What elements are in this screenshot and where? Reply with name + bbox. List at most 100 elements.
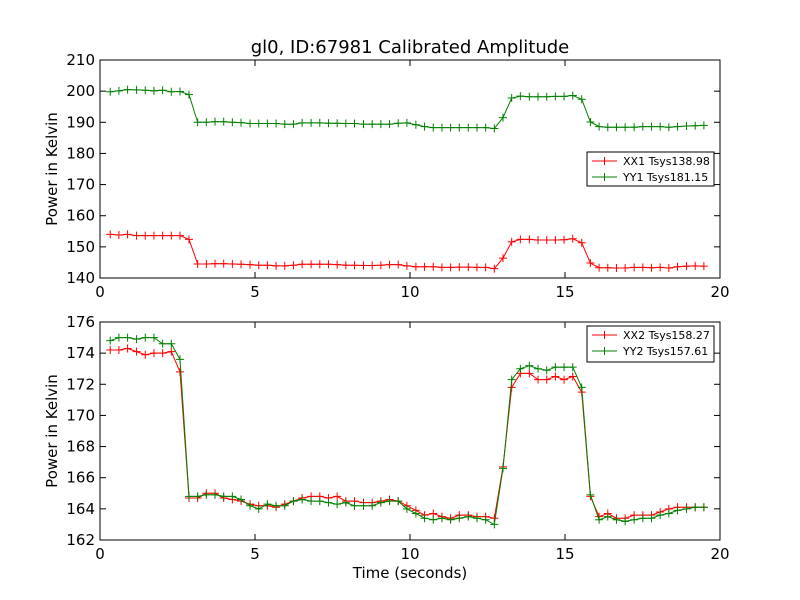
data-point bbox=[455, 123, 464, 132]
data-point bbox=[228, 118, 237, 127]
data-point bbox=[106, 346, 115, 355]
data-point bbox=[132, 231, 141, 240]
data-point bbox=[402, 261, 411, 270]
data-point bbox=[114, 86, 123, 95]
data-point bbox=[481, 123, 490, 132]
data-point bbox=[411, 120, 420, 129]
data-point bbox=[175, 231, 184, 240]
y-tick-label: 172 bbox=[66, 375, 95, 393]
data-point bbox=[237, 118, 246, 127]
data-point bbox=[237, 495, 246, 504]
legend-marker bbox=[600, 173, 609, 181]
data-point bbox=[551, 92, 560, 101]
data-point bbox=[411, 509, 420, 518]
data-point bbox=[272, 261, 281, 270]
data-point bbox=[464, 123, 473, 132]
data-point bbox=[298, 495, 307, 504]
data-point bbox=[184, 90, 193, 99]
data-point bbox=[368, 501, 377, 510]
data-point bbox=[586, 490, 595, 499]
data-point bbox=[534, 375, 543, 384]
data-point bbox=[472, 514, 481, 523]
data-point bbox=[158, 231, 167, 240]
legend-label: YY2 Tsys157.61 bbox=[622, 345, 708, 358]
data-point bbox=[333, 119, 342, 128]
data-point bbox=[211, 259, 220, 268]
y-tick-label: 150 bbox=[66, 238, 95, 256]
data-point bbox=[621, 264, 630, 273]
y-tick-label: 210 bbox=[66, 51, 95, 69]
x-tick-label: 5 bbox=[250, 283, 260, 301]
data-point bbox=[603, 263, 612, 272]
series-yy1 bbox=[106, 85, 708, 133]
data-point bbox=[289, 261, 298, 270]
data-point bbox=[359, 120, 368, 129]
y-tick-label: 180 bbox=[66, 144, 95, 162]
y-axis-title: Power in Kelvin bbox=[43, 374, 61, 488]
data-point bbox=[254, 504, 263, 513]
data-point bbox=[149, 333, 158, 342]
data-point bbox=[272, 501, 281, 510]
data-point bbox=[542, 236, 551, 245]
data-point bbox=[420, 122, 429, 131]
data-point bbox=[333, 492, 342, 501]
data-point bbox=[446, 263, 455, 272]
y-tick-label: 176 bbox=[66, 313, 95, 331]
data-point bbox=[167, 339, 176, 348]
data-point bbox=[490, 520, 499, 529]
y-tick-label: 170 bbox=[66, 406, 95, 424]
data-point bbox=[420, 262, 429, 271]
data-point bbox=[202, 490, 211, 499]
data-point bbox=[132, 335, 141, 344]
data-point bbox=[560, 363, 569, 372]
data-point bbox=[612, 123, 621, 132]
data-point bbox=[280, 261, 289, 270]
y-tick-label: 190 bbox=[66, 113, 95, 131]
legend-label: YY1 Tsys181.15 bbox=[622, 171, 708, 184]
x-tick-label: 10 bbox=[400, 545, 419, 563]
data-point bbox=[603, 123, 612, 132]
data-point bbox=[595, 263, 604, 272]
legend-label: XX1 Tsys138.98 bbox=[623, 155, 710, 168]
data-point bbox=[149, 349, 158, 358]
data-point bbox=[612, 515, 621, 524]
data-point bbox=[691, 121, 700, 130]
data-point bbox=[184, 235, 193, 244]
data-point bbox=[385, 497, 394, 506]
data-point bbox=[350, 119, 359, 128]
data-point bbox=[141, 231, 150, 240]
data-point bbox=[612, 264, 621, 273]
data-point bbox=[385, 260, 394, 269]
x-tick-label: 20 bbox=[710, 283, 729, 301]
data-point bbox=[246, 260, 255, 269]
data-point bbox=[228, 492, 237, 501]
data-point bbox=[359, 261, 368, 270]
data-point bbox=[315, 118, 324, 127]
data-point bbox=[402, 504, 411, 513]
data-point bbox=[394, 119, 403, 128]
bottom-plot: 0 5 10 15 20 162 164 166 168 170 172 174 176 Power in… bbox=[43, 313, 730, 563]
data-point bbox=[123, 333, 132, 342]
data-point bbox=[298, 118, 307, 127]
data-point bbox=[673, 262, 682, 271]
data-point bbox=[699, 121, 708, 130]
x-axis-title: Time (seconds) bbox=[352, 564, 468, 582]
data-point bbox=[123, 230, 132, 239]
data-point bbox=[280, 501, 289, 510]
data-point bbox=[472, 123, 481, 132]
data-point bbox=[341, 119, 350, 128]
data-point bbox=[298, 260, 307, 269]
data-point bbox=[595, 122, 604, 131]
chart-title: gl0, ID:67981 Calibrated Amplitude bbox=[251, 37, 570, 58]
data-point bbox=[525, 92, 534, 101]
y-tick-label: 160 bbox=[66, 207, 95, 225]
data-point bbox=[691, 503, 700, 512]
data-point bbox=[542, 366, 551, 375]
data-point bbox=[324, 498, 333, 507]
data-point bbox=[254, 261, 263, 270]
data-point bbox=[158, 86, 167, 95]
data-point bbox=[446, 515, 455, 524]
data-point bbox=[402, 118, 411, 127]
x-tick-label: 15 bbox=[555, 545, 574, 563]
data-point bbox=[586, 259, 595, 268]
